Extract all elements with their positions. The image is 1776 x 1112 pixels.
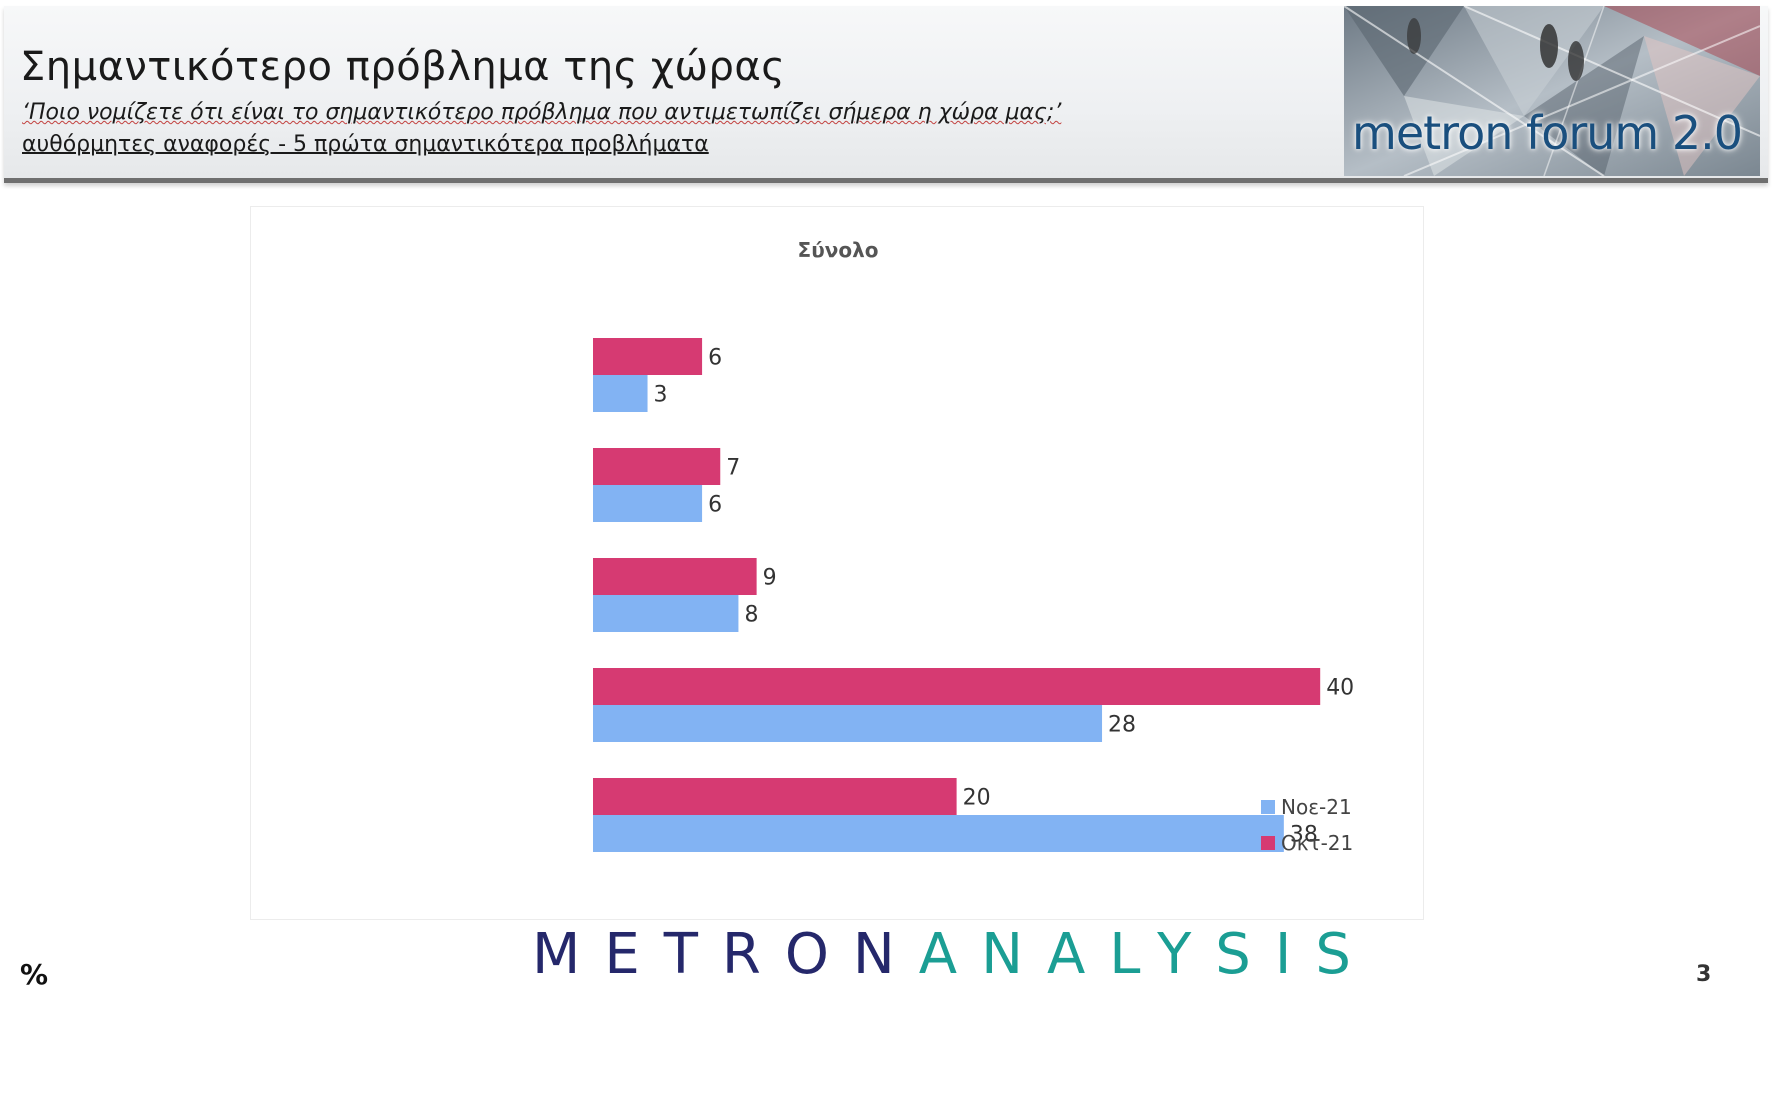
data-label-oct-1: 6 (708, 346, 722, 371)
chart-panel: Σύνολο 6 3 7 6 9 8 40 28 20 38 Νοε-21 Οκτ-21 (250, 206, 1424, 920)
bar-nov-2 (593, 485, 703, 522)
abstract-geometric-photo (1344, 6, 1760, 176)
data-label-oct-4: 40 (1326, 676, 1354, 701)
bar-oct-4 (593, 668, 1321, 705)
survey-subnote: αυθόρμητες αναφορές - 5 πρώτα σημαντικότ… (22, 132, 709, 157)
chart-legend: Νοε-21 Οκτ-21 (1261, 795, 1353, 855)
data-label-oct-3: 9 (763, 566, 777, 591)
brand-part-metron: METRON (532, 922, 919, 987)
bar-nov-1 (593, 375, 648, 412)
logo-text: metron forum 2.0 (1352, 106, 1743, 160)
bar-oct-5 (593, 778, 957, 815)
slide-title: Σημαντικότερο πρόβλημα της χώρας (20, 44, 786, 90)
survey-question: ‘Ποιο νομίζετε ότι είναι το σημαντικότερ… (22, 100, 1062, 125)
bar-oct-2 (593, 448, 721, 485)
data-label-nov-1: 3 (654, 383, 668, 408)
data-label-nov-5: 38 (1290, 823, 1318, 848)
data-label-oct-5: 20 (963, 786, 991, 811)
legend-label-2: Οκτ-21 (1281, 831, 1353, 855)
bar-nov-3 (593, 595, 739, 632)
data-label-nov-3: 8 (744, 603, 758, 628)
metron-forum-logo: metron forum 2.0 (1344, 6, 1760, 176)
bar-nov-4 (593, 705, 1103, 742)
legend-label-1: Νοε-21 (1281, 795, 1352, 819)
bar-oct-3 (593, 558, 757, 595)
slide-header: Σημαντικότερο πρόβλημα της χώρας ‘Ποιο ν… (4, 6, 1768, 183)
legend-swatch-1 (1261, 800, 1275, 814)
chart-title: Σύνολο (798, 238, 879, 262)
unit-label: % (20, 958, 49, 991)
legend-swatch-2 (1261, 836, 1275, 850)
data-label-oct-2: 7 (726, 456, 740, 481)
bar-oct-1 (593, 338, 703, 375)
page-number: 3 (1696, 962, 1712, 987)
data-label-nov-2: 6 (708, 493, 722, 518)
metron-analysis-logo: METRONANALYSIS (532, 922, 1375, 987)
data-label-nov-4: 28 (1108, 713, 1136, 738)
bar-nov-5 (593, 815, 1284, 852)
brand-part-analysis: ANALYSIS (918, 922, 1375, 987)
